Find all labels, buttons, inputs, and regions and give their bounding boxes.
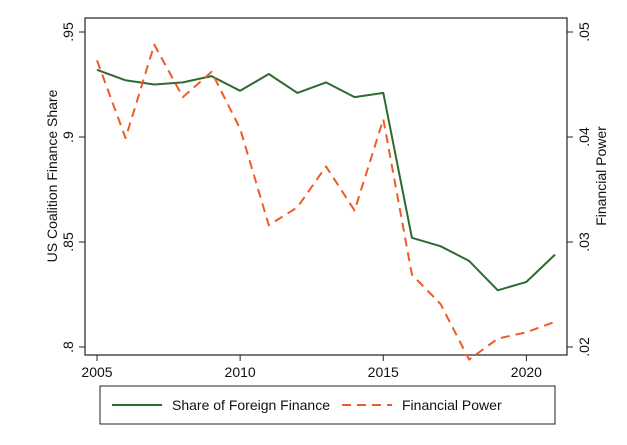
right-y-tick-label: .03 [576, 232, 592, 252]
left-y-tick-label: .9 [60, 131, 76, 143]
legend-box [99, 385, 556, 425]
legend-label-2: Financial Power [402, 397, 502, 413]
right-y-tick-label: .05 [576, 22, 592, 42]
series-line-2 [96, 43, 556, 361]
left-y-axis-title: US Coalition Finance Share [44, 89, 60, 262]
right-y-tick-label: .04 [576, 127, 592, 147]
x-tick-label: 2015 [368, 364, 399, 380]
plot-frame [84, 17, 568, 356]
x-tick-label: 2020 [511, 364, 542, 380]
legend-label-1: Share of Foreign Finance [172, 397, 330, 413]
x-tick-label: 2005 [81, 364, 112, 380]
left-y-axis: .8 .85 .9 .95 [60, 22, 85, 353]
x-axis: 2005 2010 2015 2020 [81, 355, 542, 380]
right-y-tick-label: .02 [576, 337, 592, 357]
left-y-tick-label: .95 [60, 22, 76, 42]
right-y-axis-title: Financial Power [593, 126, 609, 226]
plot-area [84, 17, 568, 361]
right-y-axis: .02 .03 .04 .05 [567, 22, 592, 357]
left-y-tick-label: .85 [60, 232, 76, 252]
legend: Share of Foreign Finance Financial Power [99, 385, 556, 425]
left-y-tick-label: .8 [60, 341, 76, 353]
x-tick-label: 2010 [225, 364, 256, 380]
series-line-1 [96, 68, 556, 292]
